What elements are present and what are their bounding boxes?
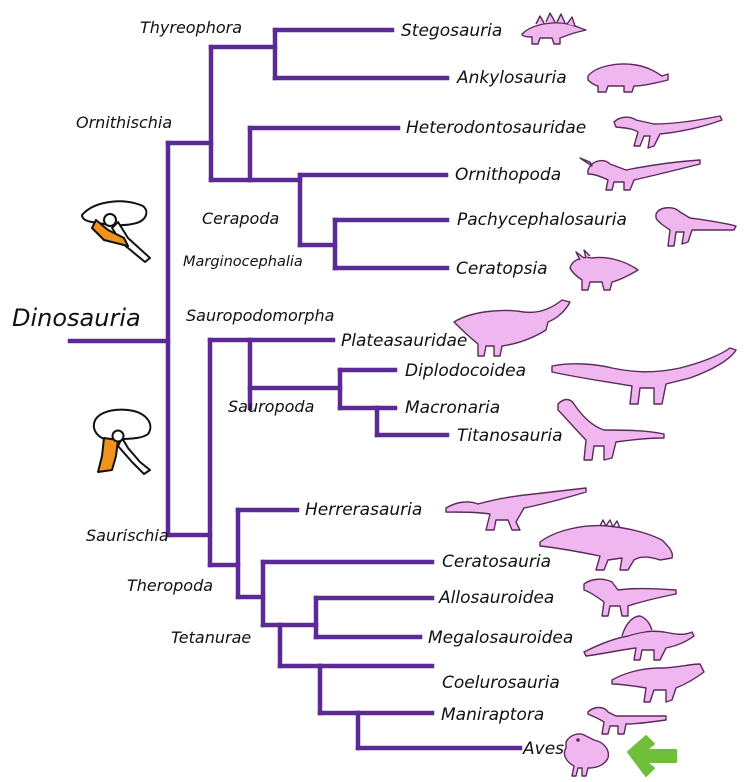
plateosaur-silhouette — [453, 299, 571, 357]
megalosaur-silhouette — [583, 615, 695, 661]
maniraptor-silhouette — [587, 706, 667, 735]
taxon-label-aves: Aves — [522, 739, 564, 759]
clade-label-sauropoda: Sauropoda — [228, 397, 314, 416]
taxon-label-maniraptora: Maniraptora — [441, 705, 544, 725]
taxon-label-herrerasauria: Herrerasauria — [305, 500, 422, 520]
allosaur-silhouette — [583, 578, 677, 617]
taxon-label-ceratopsia: Ceratopsia — [456, 259, 548, 279]
taxon-label-diplodocoidea: Diplodocoidea — [405, 361, 526, 381]
taxon-label-titanosauria: Titanosauria — [457, 426, 563, 446]
taxon-label-coelurosauria: Coelurosauria — [442, 673, 560, 693]
cladogram-branches — [67, 27, 523, 751]
clade-label-saurischia: Saurischia — [86, 526, 169, 545]
taxon-label-stegosauria: Stegosauria — [401, 21, 502, 41]
ornithischian-pelvis-icon — [81, 200, 151, 263]
ornithopod-silhouette — [579, 157, 701, 191]
clade-label-theropoda: Theropoda — [127, 576, 213, 595]
ankylosaur-silhouette — [587, 63, 669, 93]
taxon-label-ankylosauria: Ankylosauria — [456, 68, 567, 88]
herrerasaur-silhouette — [445, 487, 587, 531]
clade-label-sauropodomorpha: Sauropodomorpha — [186, 306, 334, 325]
clade-label-cerapoda: Cerapoda — [202, 209, 279, 228]
taxon-label-pachycephalosauria: Pachycephalosauria — [457, 210, 627, 230]
clade-label-tetanurae: Tetanurae — [171, 628, 251, 647]
green-arrow-icon — [627, 735, 677, 777]
root-label: Dinosauria — [12, 304, 141, 332]
taxon-label-ornithopoda: Ornithopoda — [455, 165, 561, 185]
clade-label-marginocephalia: Marginocephalia — [183, 254, 303, 270]
ceratosaur-silhouette — [539, 519, 674, 571]
bird-silhouette — [563, 733, 610, 777]
tyrannosaur-silhouette — [611, 663, 705, 703]
heterodontosaur-silhouette — [613, 115, 723, 149]
taxon-label-heterodontosauridae: Heterodontosauridae — [406, 118, 586, 138]
silhouettes — [445, 12, 737, 777]
taxon-label-megalosauroidea: Megalosauroidea — [428, 628, 573, 648]
taxon-label-ceratosauria: Ceratosauria — [442, 552, 551, 572]
pachycephalosaur-silhouette — [655, 207, 737, 247]
diplodocid-silhouette — [551, 347, 737, 405]
saurischian-pelvis-icon — [92, 408, 152, 475]
taxon-label-allosauroidea: Allosauroidea — [438, 588, 554, 608]
ceratopsian-silhouette — [569, 249, 639, 291]
clade-label-ornithischia: Ornithischia — [76, 113, 172, 132]
taxon-label-plateasauridae: Plateasauridae — [341, 331, 467, 351]
taxon-label-macronaria: Macronaria — [405, 398, 500, 418]
stegosaur-silhouette — [521, 12, 587, 45]
clade-label-thyreophora: Thyreophora — [140, 18, 242, 37]
titanosaur-silhouette — [557, 398, 665, 461]
